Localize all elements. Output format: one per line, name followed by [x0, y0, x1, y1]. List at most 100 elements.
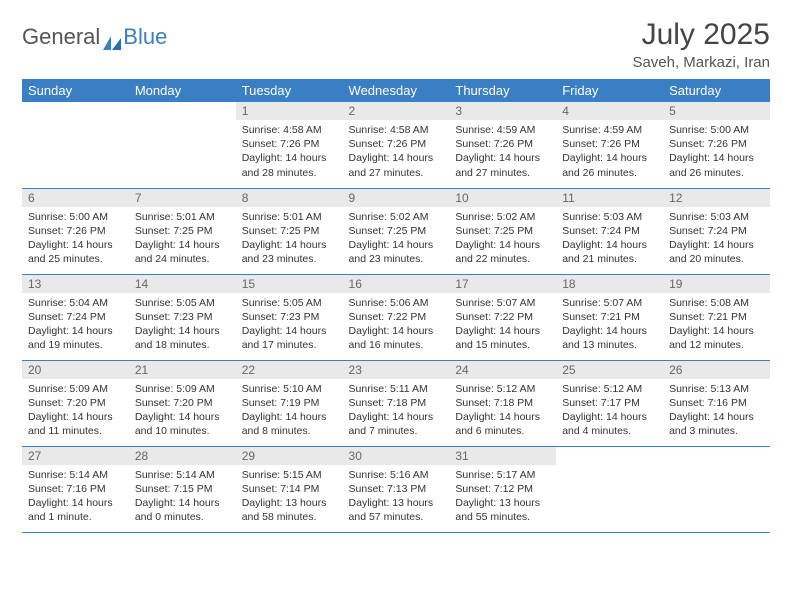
day-line: and 6 minutes. — [455, 424, 550, 438]
day-line: Sunrise: 5:03 AM — [562, 210, 657, 224]
calendar-cell: 7Sunrise: 5:01 AMSunset: 7:25 PMDaylight… — [129, 188, 236, 274]
calendar-cell: 15Sunrise: 5:05 AMSunset: 7:23 PMDayligh… — [236, 274, 343, 360]
day-line: Sunset: 7:22 PM — [455, 310, 550, 324]
day-number: 19 — [663, 275, 770, 293]
day-line: Sunrise: 5:07 AM — [455, 296, 550, 310]
day-line: Daylight: 14 hours — [562, 410, 657, 424]
day-line: and 12 minutes. — [669, 338, 764, 352]
day-number: 31 — [449, 447, 556, 465]
day-number: 20 — [22, 361, 129, 379]
day-number: 5 — [663, 102, 770, 120]
calendar-cell: 4Sunrise: 4:59 AMSunset: 7:26 PMDaylight… — [556, 102, 663, 188]
day-line: and 19 minutes. — [28, 338, 123, 352]
calendar-cell — [22, 102, 129, 188]
day-line: Sunrise: 5:01 AM — [242, 210, 337, 224]
day-line: Daylight: 14 hours — [349, 151, 444, 165]
day-line: Sunset: 7:17 PM — [562, 396, 657, 410]
day-line: Daylight: 13 hours — [455, 496, 550, 510]
day-line: and 21 minutes. — [562, 252, 657, 266]
day-number: 27 — [22, 447, 129, 465]
day-line: and 23 minutes. — [349, 252, 444, 266]
calendar-cell: 9Sunrise: 5:02 AMSunset: 7:25 PMDaylight… — [343, 188, 450, 274]
calendar-week-row: 27Sunrise: 5:14 AMSunset: 7:16 PMDayligh… — [22, 446, 770, 532]
day-line: Sunrise: 5:04 AM — [28, 296, 123, 310]
day-line: Daylight: 14 hours — [562, 238, 657, 252]
day-body: Sunrise: 4:59 AMSunset: 7:26 PMDaylight:… — [556, 120, 663, 184]
day-line: Sunrise: 5:11 AM — [349, 382, 444, 396]
day-line: Sunrise: 4:59 AM — [455, 123, 550, 137]
day-body: Sunrise: 5:00 AMSunset: 7:26 PMDaylight:… — [22, 207, 129, 271]
day-number: 16 — [343, 275, 450, 293]
day-line: Sunrise: 5:02 AM — [349, 210, 444, 224]
day-line: Daylight: 14 hours — [349, 410, 444, 424]
day-line: Sunset: 7:23 PM — [135, 310, 230, 324]
day-line: and 7 minutes. — [349, 424, 444, 438]
day-line: and 3 minutes. — [669, 424, 764, 438]
calendar-week-row: 6Sunrise: 5:00 AMSunset: 7:26 PMDaylight… — [22, 188, 770, 274]
day-number: 30 — [343, 447, 450, 465]
calendar-cell: 5Sunrise: 5:00 AMSunset: 7:26 PMDaylight… — [663, 102, 770, 188]
weekday-header: Friday — [556, 79, 663, 102]
calendar-cell: 13Sunrise: 5:04 AMSunset: 7:24 PMDayligh… — [22, 274, 129, 360]
day-body: Sunrise: 5:09 AMSunset: 7:20 PMDaylight:… — [129, 379, 236, 443]
day-body: Sunrise: 5:01 AMSunset: 7:25 PMDaylight:… — [129, 207, 236, 271]
day-line: and 1 minute. — [28, 510, 123, 524]
day-line: Sunset: 7:13 PM — [349, 482, 444, 496]
day-number: 18 — [556, 275, 663, 293]
day-line: Daylight: 14 hours — [455, 238, 550, 252]
calendar-cell: 16Sunrise: 5:06 AMSunset: 7:22 PMDayligh… — [343, 274, 450, 360]
day-line: Sunset: 7:18 PM — [455, 396, 550, 410]
day-body: Sunrise: 5:10 AMSunset: 7:19 PMDaylight:… — [236, 379, 343, 443]
day-line: Daylight: 14 hours — [242, 151, 337, 165]
day-line: Sunrise: 5:15 AM — [242, 468, 337, 482]
day-line: Sunset: 7:26 PM — [28, 224, 123, 238]
calendar-cell: 22Sunrise: 5:10 AMSunset: 7:19 PMDayligh… — [236, 360, 343, 446]
day-line: and 57 minutes. — [349, 510, 444, 524]
day-body: Sunrise: 5:03 AMSunset: 7:24 PMDaylight:… — [556, 207, 663, 271]
day-body: Sunrise: 5:08 AMSunset: 7:21 PMDaylight:… — [663, 293, 770, 357]
day-line: Sunset: 7:21 PM — [562, 310, 657, 324]
day-body: Sunrise: 5:09 AMSunset: 7:20 PMDaylight:… — [22, 379, 129, 443]
calendar-week-row: 1Sunrise: 4:58 AMSunset: 7:26 PMDaylight… — [22, 102, 770, 188]
day-line: Sunset: 7:16 PM — [28, 482, 123, 496]
day-body: Sunrise: 5:02 AMSunset: 7:25 PMDaylight:… — [449, 207, 556, 271]
location-label: Saveh, Markazi, Iran — [632, 54, 770, 71]
day-body: Sunrise: 5:16 AMSunset: 7:13 PMDaylight:… — [343, 465, 450, 529]
calendar-cell: 29Sunrise: 5:15 AMSunset: 7:14 PMDayligh… — [236, 446, 343, 532]
day-body: Sunrise: 5:06 AMSunset: 7:22 PMDaylight:… — [343, 293, 450, 357]
day-line: and 11 minutes. — [28, 424, 123, 438]
calendar-cell: 18Sunrise: 5:07 AMSunset: 7:21 PMDayligh… — [556, 274, 663, 360]
day-line: and 16 minutes. — [349, 338, 444, 352]
day-line: Sunrise: 5:05 AM — [242, 296, 337, 310]
logo-sail-icon — [103, 30, 121, 44]
day-line: Daylight: 14 hours — [455, 151, 550, 165]
day-line: Daylight: 14 hours — [28, 324, 123, 338]
day-number: 15 — [236, 275, 343, 293]
day-number: 13 — [22, 275, 129, 293]
calendar-cell: 31Sunrise: 5:17 AMSunset: 7:12 PMDayligh… — [449, 446, 556, 532]
day-line: Daylight: 14 hours — [135, 324, 230, 338]
day-line: Daylight: 14 hours — [455, 324, 550, 338]
day-body: Sunrise: 5:15 AMSunset: 7:14 PMDaylight:… — [236, 465, 343, 529]
calendar-cell: 28Sunrise: 5:14 AMSunset: 7:15 PMDayligh… — [129, 446, 236, 532]
month-title: July 2025 — [632, 18, 770, 52]
day-line: and 18 minutes. — [135, 338, 230, 352]
day-line: Sunrise: 4:58 AM — [242, 123, 337, 137]
day-body: Sunrise: 4:58 AMSunset: 7:26 PMDaylight:… — [236, 120, 343, 184]
weekday-header-row: Sunday Monday Tuesday Wednesday Thursday… — [22, 79, 770, 102]
day-line: and 0 minutes. — [135, 510, 230, 524]
day-body: Sunrise: 5:05 AMSunset: 7:23 PMDaylight:… — [129, 293, 236, 357]
calendar-cell: 20Sunrise: 5:09 AMSunset: 7:20 PMDayligh… — [22, 360, 129, 446]
day-line: Sunset: 7:18 PM — [349, 396, 444, 410]
logo-text-2: Blue — [123, 24, 167, 50]
day-body — [663, 451, 770, 458]
calendar-cell: 11Sunrise: 5:03 AMSunset: 7:24 PMDayligh… — [556, 188, 663, 274]
day-line: Sunset: 7:19 PM — [242, 396, 337, 410]
calendar-cell: 14Sunrise: 5:05 AMSunset: 7:23 PMDayligh… — [129, 274, 236, 360]
day-line: Daylight: 14 hours — [28, 496, 123, 510]
day-body: Sunrise: 5:04 AMSunset: 7:24 PMDaylight:… — [22, 293, 129, 357]
day-line: Sunrise: 5:06 AM — [349, 296, 444, 310]
day-line: Sunset: 7:24 PM — [669, 224, 764, 238]
day-number: 3 — [449, 102, 556, 120]
day-body: Sunrise: 5:03 AMSunset: 7:24 PMDaylight:… — [663, 207, 770, 271]
